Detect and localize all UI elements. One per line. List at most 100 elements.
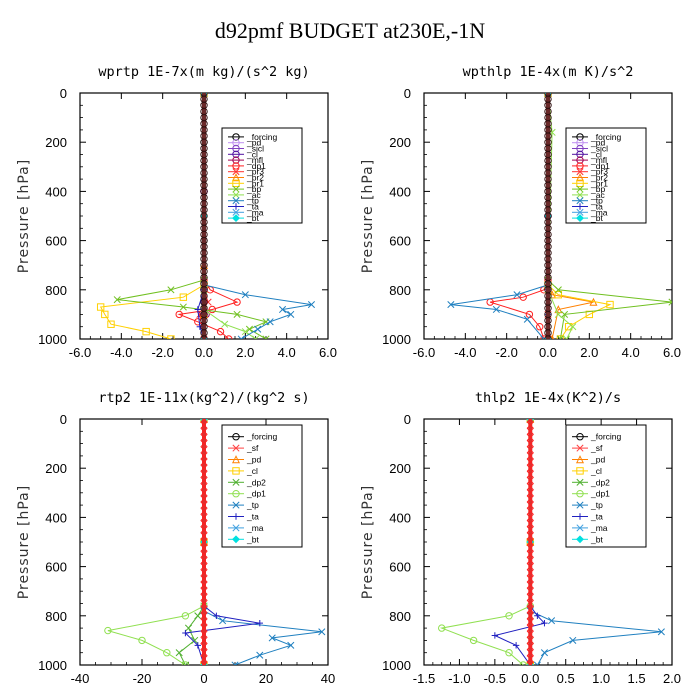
zero-line-marker [200,569,208,577]
x-tick-label: 1.5 [628,671,646,686]
data-point_ta [213,612,220,619]
zero-line-marker [200,581,208,589]
data-point_tp [307,301,316,309]
legend-marker [576,208,584,216]
zero-line-marker [526,452,534,460]
data-point_dp1 [233,298,241,306]
legend-entry: _bt [246,213,259,223]
chart-panel-3: rtp2 1E-11x(kg^2)/(kg^2 s)-40 -20 0 20 40020… [16,390,335,686]
zero-line-marker [200,556,208,565]
zero-line-marker [526,624,534,632]
y-tick-label: 0 [404,86,411,101]
data-point_ac [554,310,562,318]
zero-line-marker [526,538,534,546]
legend-entry: _dp2 [246,477,266,487]
legend-marker [576,501,584,509]
y-tick-label: 800 [45,283,67,298]
plot-area [438,419,665,665]
zero-line-marker [200,550,208,558]
legend-entry: _cl [246,149,258,159]
legend-entry: _pd [246,138,261,148]
x-tick-label: 2.0 [236,345,254,360]
zero-line-marker [526,587,534,595]
zero-line-marker [526,655,534,663]
zero-line-marker [526,550,534,558]
legend-marker [231,455,241,464]
data-point_pr1 [142,327,150,336]
zero-line-marker [200,440,208,448]
legend-marker [232,150,240,159]
zero-line-marker [200,483,208,491]
x-tick-label: 6.0 [319,345,337,360]
legend-entry: _forcing [246,132,278,142]
legend-entry: _ta [590,202,603,212]
legend-marker [576,133,584,141]
zero-line-marker [526,575,534,583]
series-line_tp [450,93,549,339]
legend-marker [232,203,240,210]
data-point_dp1 [225,335,233,339]
legend-entry: _pd [590,455,605,465]
chart-panel-2: wpthlp 1E-4x(m K)/s^2 -6.0 -4.0 -2.0 0.0 2.0 4… [360,64,681,360]
legend-marker [576,156,584,164]
data-point_tp [533,661,541,665]
data-point_pr1 [167,335,175,339]
zero-line-marker [526,421,534,429]
y-tick-label: 600 [45,560,67,575]
zero-line-marker [200,501,208,509]
data-point_pr1 [606,300,614,309]
legend-entry: _ma [590,207,608,217]
zero-line-marker [200,642,208,651]
x-tick-label: 40 [321,671,335,686]
legend-marker [575,173,585,182]
data-point_dp2 [191,636,199,644]
x-tick-label: 0 [200,671,207,686]
x-tick-label: -2.0 [495,345,517,360]
legend-entry: _sf [590,443,603,453]
zero-line-marker [200,563,208,571]
y-tick-label: 200 [389,135,411,150]
data-point_ta [491,632,499,639]
x-tick-label: 0.0 [539,345,557,360]
figure-title: d92pmf BUDGET at230E,-1N [214,18,486,43]
zero-line-marker [200,421,208,429]
legend-marker [232,501,240,509]
data-point_tp [513,291,521,299]
zero-line-marker [200,507,208,515]
x-tick-label: -20 [133,671,152,686]
x-tick-label: -2.0 [151,345,173,360]
legend-marker [576,203,584,210]
data-point_bp [113,296,121,304]
zero-line-marker [200,519,208,528]
data-point_bp [167,286,175,294]
panel-title: wprtp 1E-7x(m kg)/(s^2 kg) [98,64,309,80]
zero-line-marker [526,476,534,485]
data-point_dp1 [181,612,190,620]
series_ta [491,419,548,665]
data-point_dp1 [175,310,183,319]
data-point_pr1 [96,303,105,311]
y-tick-label: 200 [45,461,67,476]
data-point_bp [668,298,672,306]
data-point_tp [237,335,245,339]
zero-line-marker [200,470,208,478]
zero-line-marker [200,618,208,626]
x-tick-label: -0.5 [484,671,506,686]
legend-marker [576,513,584,520]
data-point_tp [569,636,577,644]
zero-line-marker [200,489,208,497]
zero-line-marker [200,464,208,472]
legend-entry: _ta [246,202,259,212]
legend-marker [576,444,584,452]
y-tick-label: 400 [45,184,67,199]
x-tick-label: 4.0 [622,345,640,360]
legend-marker [232,490,240,498]
legend-entry: _bt [590,534,603,544]
data-point_tp [318,628,326,636]
zero-line-marker [526,464,534,472]
x-tick-label: -6.0 [413,345,435,360]
data-point_pr1 [556,335,565,339]
panel-title: rtp2 1E-11x(kg^2)/(kg^2 s) [98,390,309,406]
legend-entry: _ac [590,190,605,200]
